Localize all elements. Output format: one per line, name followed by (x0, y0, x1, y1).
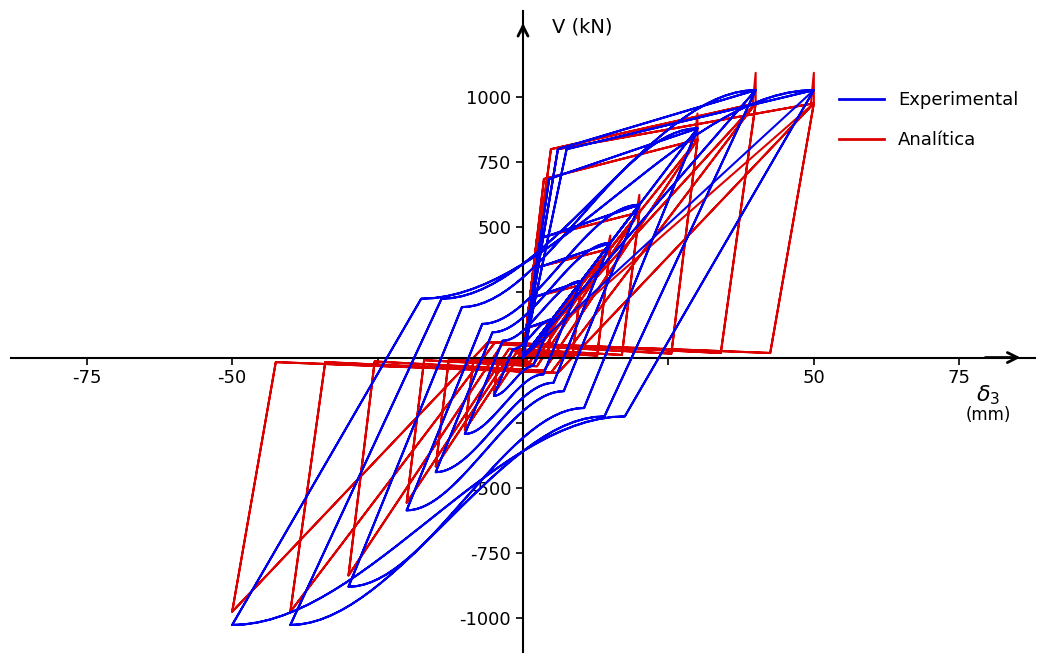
Text: V (kN): V (kN) (552, 17, 613, 36)
Text: $\delta_3$: $\delta_3$ (976, 384, 1000, 407)
Legend: Experimental, Analítica: Experimental, Analítica (832, 84, 1026, 156)
Text: (mm): (mm) (965, 406, 1011, 424)
